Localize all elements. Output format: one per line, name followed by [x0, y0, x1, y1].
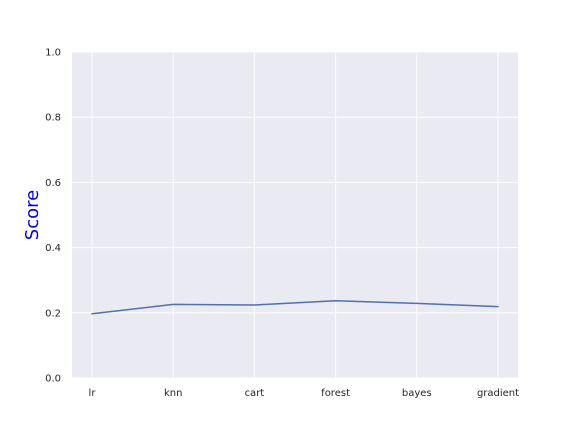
series-line — [91, 299, 499, 315]
x-tick-label: bayes — [402, 388, 432, 399]
y-tick-label: 1.0 — [45, 48, 61, 59]
y-tick-label: 0.8 — [45, 113, 61, 124]
plot-area — [72, 52, 518, 378]
x-tick-label: forest — [321, 388, 350, 399]
x-tick-label: lr — [89, 388, 97, 399]
y-tick-labels: 0.0 0.2 0.4 0.6 0.8 1.0 — [45, 48, 61, 385]
y-tick-label: 0.4 — [45, 243, 61, 254]
x-tick-labels: lr knn cart forest bayes gradient — [89, 388, 520, 399]
x-tick-label: gradient — [477, 388, 519, 399]
y-tick-label: 0.0 — [45, 374, 61, 385]
x-tick-label: cart — [245, 388, 265, 399]
x-tick-label: knn — [164, 388, 182, 399]
y-axis-label: Score — [22, 190, 43, 240]
y-tick-label: 0.6 — [45, 178, 61, 189]
y-tick-label: 0.2 — [45, 308, 61, 319]
series-layer — [91, 299, 499, 315]
grid-lines — [72, 51, 518, 379]
